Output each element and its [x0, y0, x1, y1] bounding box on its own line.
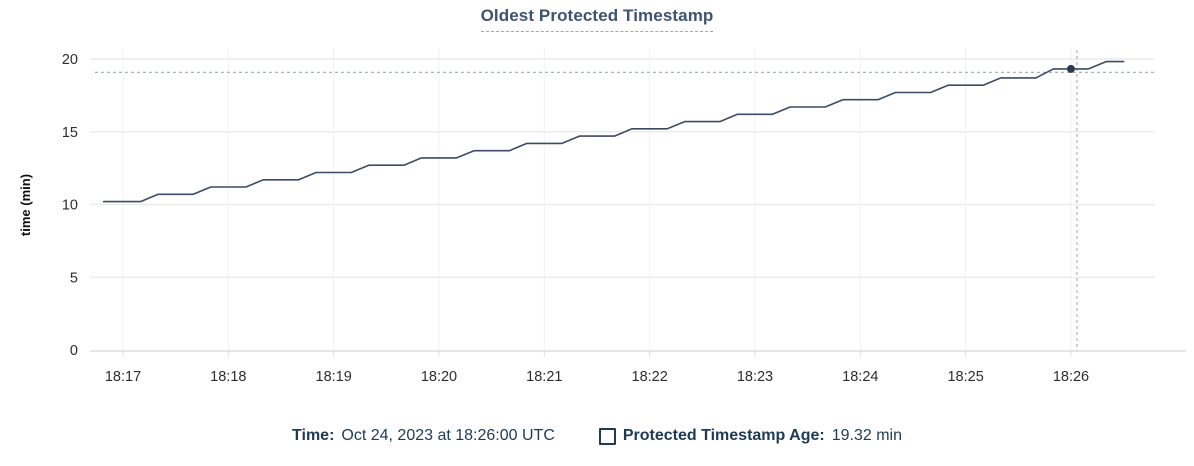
hover-point-dot	[1066, 64, 1075, 73]
x-tick-label: 18:23	[737, 369, 773, 385]
legend-checkbox-icon[interactable]	[598, 427, 616, 445]
x-tick-label: 18:17	[105, 369, 141, 385]
x-tick-label: 18:24	[842, 369, 878, 385]
x-tick-label: 18:25	[947, 369, 983, 385]
x-tick-label: 18:20	[421, 369, 457, 385]
y-tick-label: 0	[70, 343, 78, 359]
hover-time-readout: Time: Oct 24, 2023 at 18:26:00 UTC	[292, 427, 555, 445]
legend-item-protected-timestamp-age[interactable]: Protected Timestamp Age: 19.32 min	[598, 427, 902, 445]
x-tick-label: 18:26	[1053, 369, 1089, 385]
x-tick-label: 18:22	[632, 369, 668, 385]
y-axis-title: time (min)	[18, 174, 33, 236]
legend-label: Protected Timestamp Age:	[622, 427, 825, 444]
series-line-protected-timestamp-age	[102, 60, 1125, 203]
chart-title-wrap: Oldest Protected Timestamp	[0, 6, 1194, 32]
chart-canvas[interactable]: 18:17 18:18 18:19 18:20 18:21 18:22 18:23 18:24…	[0, 0, 1194, 414]
y-tick-label: 10	[62, 198, 78, 214]
x-tick-label: 18:19	[316, 369, 352, 385]
chart-footer: Time: Oct 24, 2023 at 18:26:00 UTC Prote…	[0, 422, 1194, 450]
legend-value: 19.32 min	[831, 427, 902, 444]
x-tick-label: 18:18	[210, 369, 246, 385]
x-tick-label: 18:21	[526, 369, 562, 385]
y-tick-label: 15	[62, 125, 78, 141]
time-label: Time:	[292, 427, 335, 444]
y-tick-label: 20	[62, 52, 78, 68]
chart-title[interactable]: Oldest Protected Timestamp	[480, 6, 714, 32]
y-tick-label: 5	[70, 270, 78, 286]
time-value: Oct 24, 2023 at 18:26:00 UTC	[341, 427, 555, 444]
